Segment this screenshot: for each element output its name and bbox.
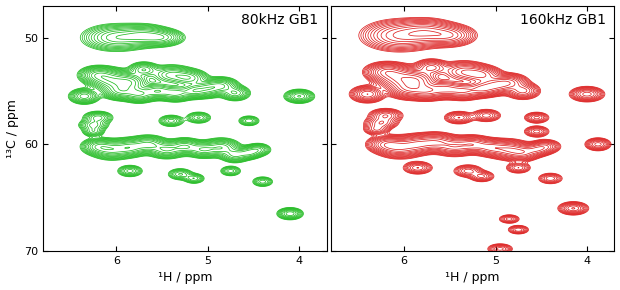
X-axis label: ¹H / ppm: ¹H / ppm xyxy=(157,271,212,284)
X-axis label: ¹H / ppm: ¹H / ppm xyxy=(445,271,500,284)
Text: 160kHz GB1: 160kHz GB1 xyxy=(520,13,606,27)
Text: 80kHz GB1: 80kHz GB1 xyxy=(241,13,318,27)
Y-axis label: ¹³C / ppm: ¹³C / ppm xyxy=(6,99,19,158)
